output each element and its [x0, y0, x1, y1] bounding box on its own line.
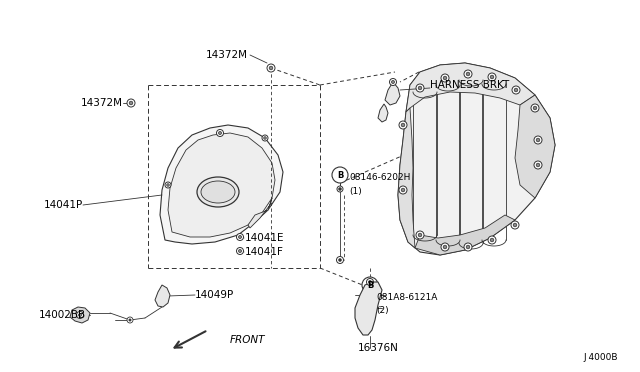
Circle shape — [533, 106, 537, 110]
Text: HARNESS BRKT: HARNESS BRKT — [430, 80, 509, 90]
Circle shape — [79, 314, 81, 317]
Circle shape — [369, 298, 371, 301]
Circle shape — [466, 72, 470, 76]
Circle shape — [513, 223, 516, 227]
Ellipse shape — [197, 177, 239, 207]
Circle shape — [392, 80, 394, 83]
Circle shape — [488, 236, 496, 244]
Circle shape — [237, 234, 243, 241]
Circle shape — [536, 138, 540, 142]
Circle shape — [531, 104, 539, 112]
Text: (1): (1) — [349, 186, 362, 196]
Circle shape — [490, 75, 494, 79]
Polygon shape — [406, 63, 535, 112]
Circle shape — [418, 233, 422, 237]
Text: 16376N: 16376N — [358, 343, 399, 353]
Polygon shape — [385, 82, 400, 105]
Circle shape — [418, 86, 422, 90]
Text: B: B — [367, 280, 373, 289]
Circle shape — [77, 311, 83, 318]
Text: B: B — [337, 170, 343, 180]
Circle shape — [369, 280, 371, 283]
Circle shape — [362, 277, 378, 293]
Polygon shape — [398, 108, 415, 248]
Circle shape — [416, 84, 424, 92]
Circle shape — [443, 76, 447, 80]
Circle shape — [332, 167, 348, 183]
Circle shape — [239, 235, 241, 238]
Circle shape — [129, 101, 133, 105]
Circle shape — [264, 137, 266, 139]
Circle shape — [416, 231, 424, 239]
Circle shape — [269, 66, 273, 70]
Circle shape — [337, 257, 344, 263]
Circle shape — [514, 88, 518, 92]
Circle shape — [536, 163, 540, 167]
Text: 08146-6202H: 08146-6202H — [349, 173, 410, 182]
Circle shape — [267, 64, 275, 72]
Circle shape — [441, 243, 449, 251]
Text: 14049P: 14049P — [195, 290, 234, 300]
Polygon shape — [378, 104, 388, 122]
Circle shape — [488, 73, 496, 81]
Text: J 4000B: J 4000B — [584, 353, 618, 362]
Circle shape — [390, 78, 397, 86]
Text: 14041P: 14041P — [44, 200, 83, 210]
Circle shape — [534, 161, 542, 169]
Text: 14041E: 14041E — [245, 233, 285, 243]
Circle shape — [490, 238, 494, 242]
Circle shape — [512, 86, 520, 94]
Circle shape — [466, 245, 470, 249]
Polygon shape — [415, 215, 515, 255]
Ellipse shape — [201, 181, 235, 203]
Circle shape — [399, 186, 407, 194]
Text: (2): (2) — [376, 307, 388, 315]
Circle shape — [239, 250, 241, 253]
Circle shape — [129, 319, 131, 321]
Polygon shape — [398, 63, 555, 255]
Circle shape — [339, 187, 342, 190]
Circle shape — [127, 317, 133, 323]
Polygon shape — [160, 125, 283, 244]
Text: FRONT: FRONT — [230, 335, 266, 345]
Circle shape — [166, 184, 170, 186]
Circle shape — [401, 123, 404, 127]
Circle shape — [337, 186, 343, 192]
Polygon shape — [70, 307, 90, 323]
Text: 14002BB: 14002BB — [39, 310, 86, 320]
Circle shape — [237, 247, 243, 254]
Circle shape — [339, 259, 342, 262]
Circle shape — [441, 74, 449, 82]
Polygon shape — [248, 198, 272, 228]
Circle shape — [367, 295, 374, 302]
Circle shape — [127, 99, 135, 107]
Text: 14041F: 14041F — [245, 247, 284, 257]
Circle shape — [401, 188, 404, 192]
Circle shape — [511, 221, 519, 229]
Circle shape — [262, 135, 268, 141]
Polygon shape — [355, 282, 382, 335]
Polygon shape — [155, 285, 170, 307]
Polygon shape — [168, 133, 275, 237]
Text: 14372M: 14372M — [206, 50, 248, 60]
Circle shape — [464, 243, 472, 251]
Circle shape — [464, 70, 472, 78]
Circle shape — [534, 136, 542, 144]
Circle shape — [218, 131, 221, 135]
Text: 14372M: 14372M — [81, 98, 123, 108]
Circle shape — [399, 121, 407, 129]
Circle shape — [367, 279, 374, 285]
Text: 081A8-6121A: 081A8-6121A — [376, 292, 437, 301]
Circle shape — [216, 129, 223, 137]
Polygon shape — [515, 95, 555, 198]
Circle shape — [165, 182, 171, 188]
Circle shape — [443, 245, 447, 249]
